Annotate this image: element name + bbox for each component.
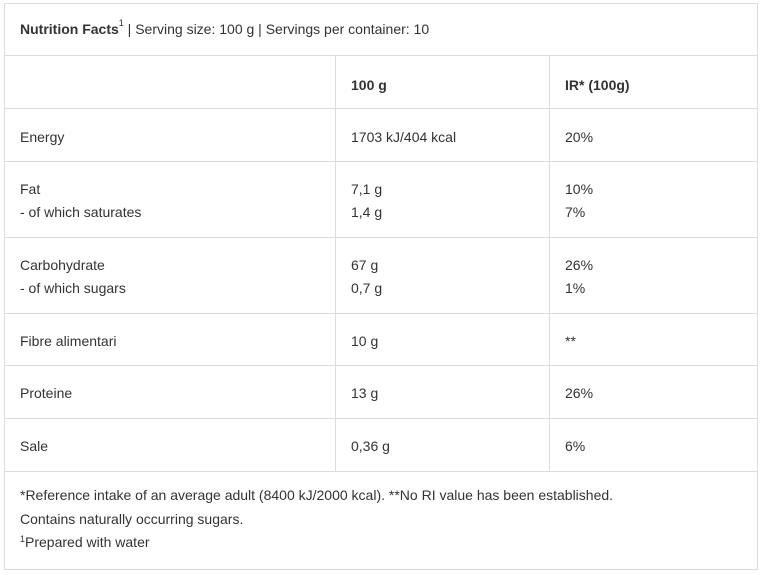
header-cell-nutrient bbox=[5, 56, 336, 108]
serving-info: | Serving size: 100 g | Servings per con… bbox=[123, 21, 430, 37]
nutrient-subvalue: 1,4 g bbox=[351, 204, 383, 220]
nutrient-value: 0,36 g bbox=[351, 438, 390, 454]
table-row: Proteine 13 g 26% bbox=[5, 366, 757, 419]
header-cell-ri: IR* (100g) bbox=[550, 56, 757, 108]
nutrient-value: 67 g bbox=[351, 257, 379, 273]
header-cell-per-100g: 100 g bbox=[336, 56, 550, 108]
nutrient-name: Fibre alimentari bbox=[20, 333, 117, 349]
footnote-reference-intake: *Reference intake of an average adult (8… bbox=[20, 487, 614, 503]
title-footnote-mark: 1 bbox=[118, 18, 124, 28]
nutrient-ri: 6% bbox=[565, 438, 586, 454]
table-row: Sale 0,36 g 6% bbox=[5, 419, 757, 472]
header-ri-label: IR* (100g) bbox=[565, 77, 630, 93]
nutrient-ri: 26% bbox=[565, 385, 594, 401]
footnote-prepared-text: Prepared with water bbox=[25, 534, 150, 550]
nutrient-subname: - of which saturates bbox=[20, 204, 142, 220]
footnote-prepared: 1Prepared with water bbox=[20, 531, 613, 555]
title-text: Nutrition Facts1 | Serving size: 100 g |… bbox=[20, 18, 430, 37]
footnote-mark: 1 bbox=[20, 534, 26, 544]
table-row: Fibre alimentari 10 g ** bbox=[5, 314, 757, 366]
nutrient-sub-ri: 7% bbox=[565, 204, 586, 220]
title-label: Nutrition Facts bbox=[20, 21, 119, 37]
nutrient-value: 10 g bbox=[351, 333, 379, 349]
nutrient-value: 13 g bbox=[351, 385, 379, 401]
nutrient-name: Carbohydrate bbox=[20, 257, 105, 273]
nutrient-sub-ri: 1% bbox=[565, 280, 586, 296]
header-per-100g-label: 100 g bbox=[351, 77, 387, 93]
table-row: Energy 1703 kJ/404 kcal 20% bbox=[5, 109, 757, 162]
nutrient-subvalue: 0,7 g bbox=[351, 280, 383, 296]
footnotes: *Reference intake of an average adult (8… bbox=[20, 484, 613, 555]
footnote-sugars: Contains naturally occurring sugars. bbox=[20, 510, 244, 527]
nutrient-ri: 20% bbox=[565, 129, 594, 145]
nutrient-ri: ** bbox=[565, 333, 576, 349]
nutrient-subname: - of which sugars bbox=[20, 280, 126, 296]
table-row: Fat - of which saturates 7,1 g 1,4 g 10%… bbox=[5, 162, 757, 238]
nutrient-name: Energy bbox=[20, 129, 65, 145]
nutrient-name: Proteine bbox=[20, 385, 73, 401]
nutrient-name: Fat bbox=[20, 181, 41, 197]
nutrient-ri: 10% bbox=[565, 181, 594, 197]
nutrition-facts-panel: Nutrition Facts1 | Serving size: 100 g |… bbox=[4, 3, 758, 570]
nutrient-value: 7,1 g bbox=[351, 181, 383, 197]
nutrient-name: Sale bbox=[20, 438, 49, 454]
table-row: Carbohydrate - of which sugars 67 g 0,7 … bbox=[5, 238, 757, 314]
nutrient-value: 1703 kJ/404 kcal bbox=[351, 129, 457, 145]
title-row: Nutrition Facts1 | Serving size: 100 g |… bbox=[5, 4, 757, 56]
table-header-row: 100 g IR* (100g) bbox=[5, 56, 757, 109]
nutrition-table: 100 g IR* (100g) Energy 1703 kJ/404 kcal… bbox=[5, 56, 757, 472]
nutrient-ri: 26% bbox=[565, 257, 594, 273]
